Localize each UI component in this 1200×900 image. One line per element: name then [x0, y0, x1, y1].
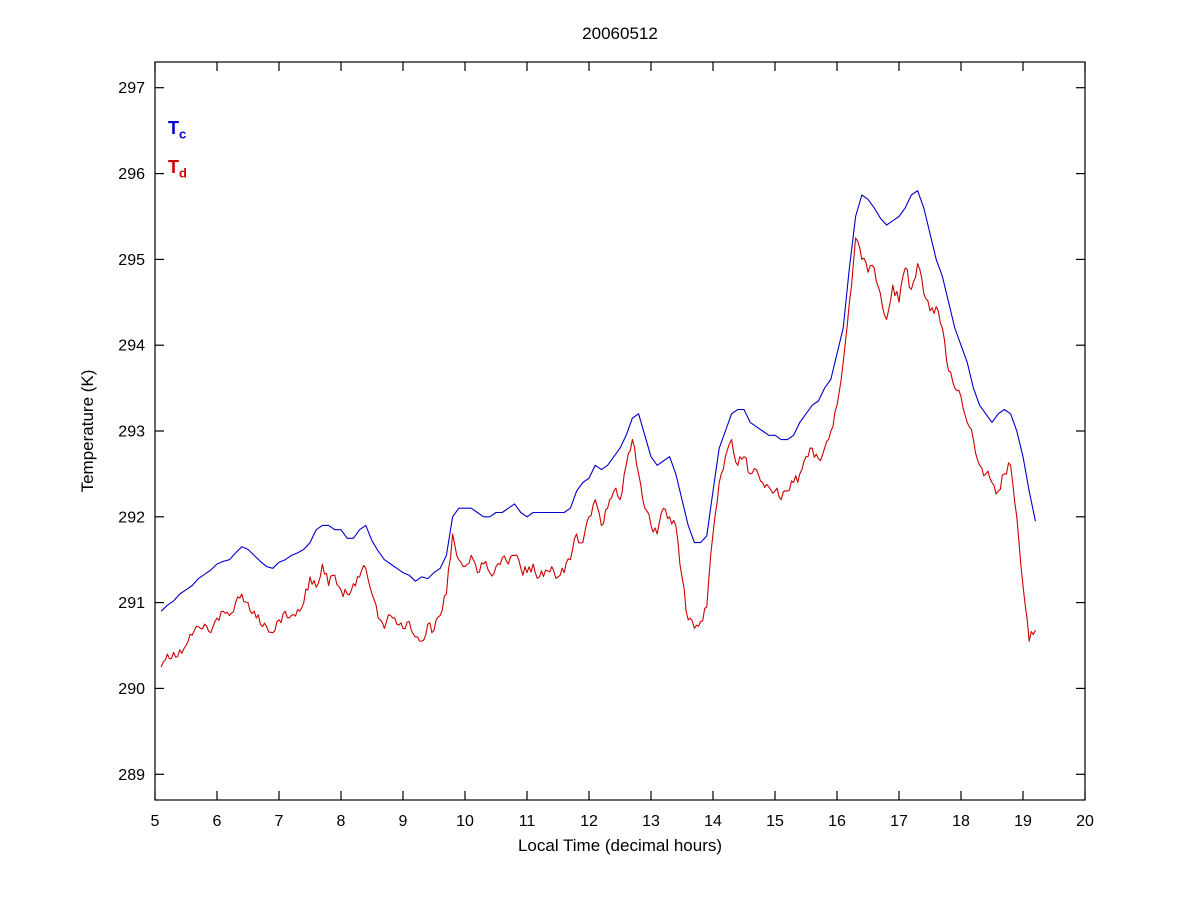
x-tick-label: 9 — [399, 813, 408, 830]
legend-entry-td: Td — [168, 157, 187, 181]
legend-entry-tc: Tc — [168, 118, 186, 142]
x-tick-label: 13 — [642, 813, 660, 830]
legend-tc-label: T — [168, 118, 179, 138]
x-tick-label: 20 — [1076, 813, 1094, 830]
y-tick-label: 296 — [118, 166, 145, 183]
y-tick-label: 291 — [118, 595, 145, 612]
y-axis-label: Temperature (K) — [78, 369, 97, 493]
x-tick-label: 14 — [704, 813, 722, 830]
y-tick-label: 289 — [118, 767, 145, 784]
x-tick-label: 11 — [519, 813, 536, 830]
x-tick-label: 10 — [456, 813, 474, 830]
legend-td-subscript: d — [179, 165, 187, 181]
x-tick-label: 18 — [952, 813, 970, 830]
chart-title: 20060512 — [582, 24, 658, 43]
y-tick-label: 294 — [118, 338, 145, 355]
series-line-tc — [160, 190, 1036, 612]
x-axis-label: Local Time (decimal hours) — [517, 836, 723, 855]
x-tick-label: 16 — [828, 813, 846, 830]
x-tick-label: 6 — [213, 813, 222, 830]
x-tick-label: 12 — [580, 813, 598, 830]
x-tick-label: 8 — [337, 813, 346, 830]
y-tick-label: 292 — [118, 509, 145, 526]
x-tick-label: 17 — [890, 813, 908, 830]
x-tick-label: 19 — [1014, 813, 1032, 830]
series-line-td — [160, 237, 1036, 668]
y-tick-label: 293 — [118, 424, 145, 441]
y-tick-label: 290 — [118, 681, 145, 698]
x-tick-label: 7 — [275, 813, 284, 830]
y-tick-label: 297 — [118, 80, 145, 97]
x-tick-label: 15 — [766, 813, 784, 830]
axes-box — [154, 61, 1086, 801]
legend-td-label: T — [168, 157, 179, 177]
y-tick-label: 295 — [118, 252, 145, 269]
legend-tc-subscript: c — [179, 126, 187, 142]
x-tick-label: 5 — [151, 813, 160, 830]
